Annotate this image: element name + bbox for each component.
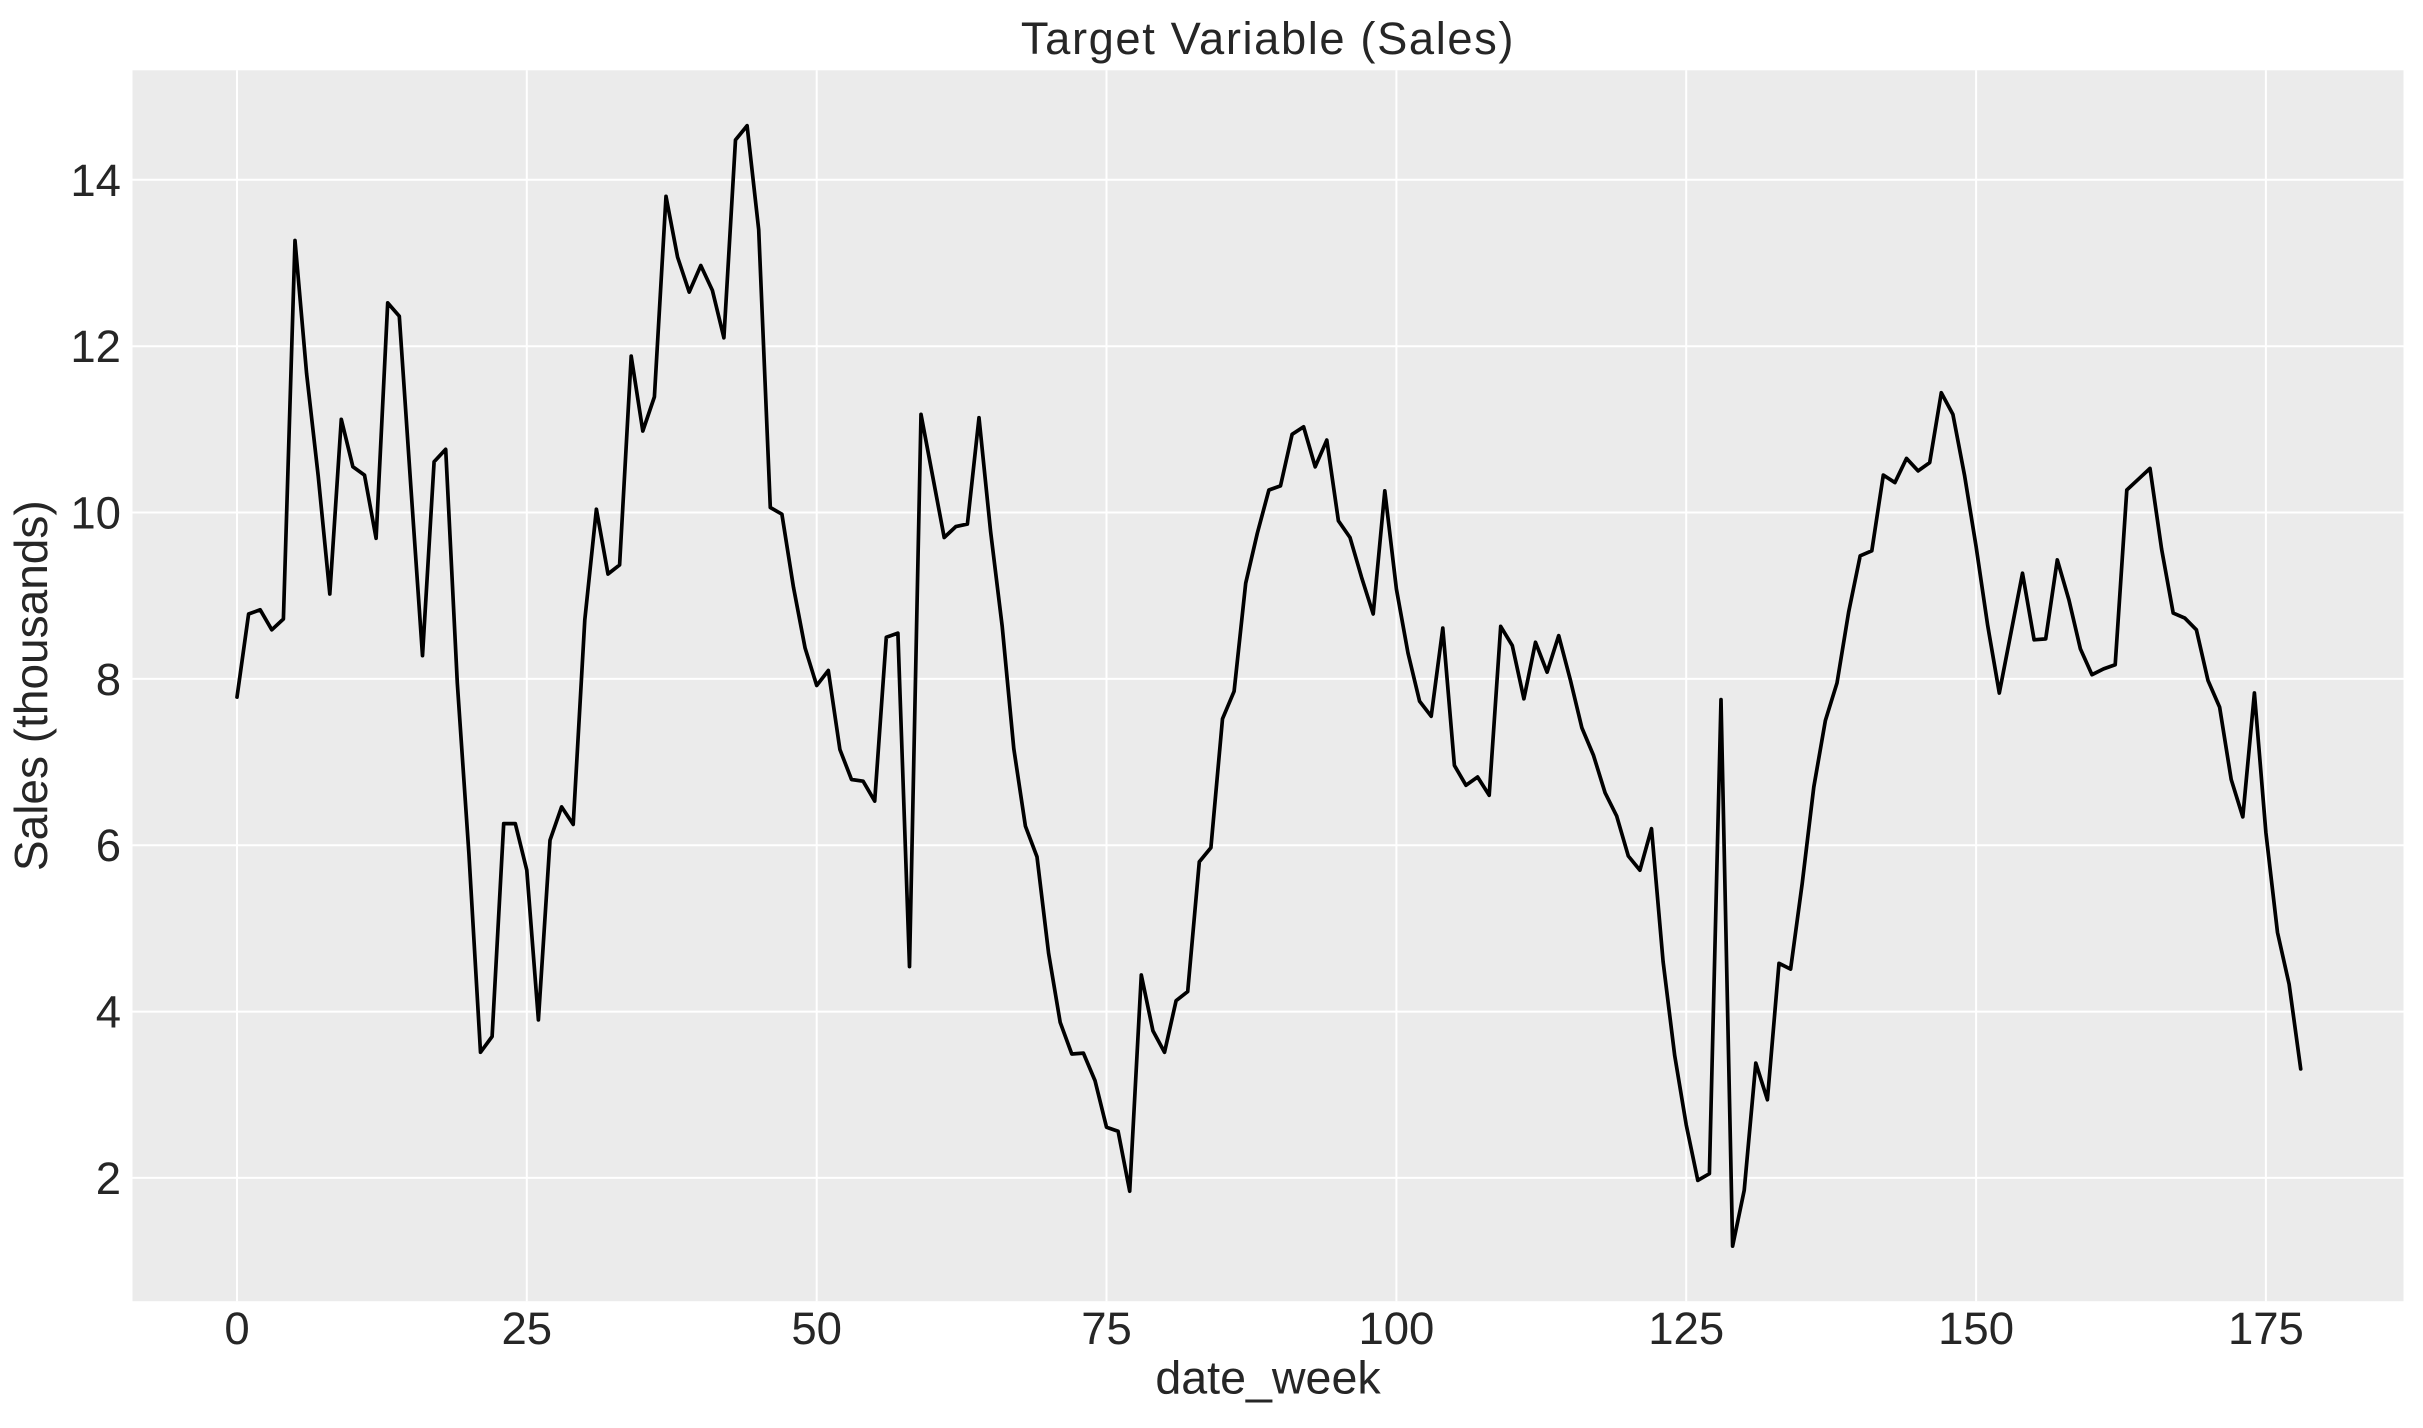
svg-text:150: 150 [1938, 1303, 2014, 1354]
svg-text:100: 100 [1358, 1303, 1434, 1354]
svg-text:2: 2 [96, 1153, 121, 1204]
svg-text:8: 8 [96, 654, 121, 705]
svg-text:Sales (thousands): Sales (thousands) [5, 500, 57, 871]
svg-text:0: 0 [224, 1303, 249, 1354]
svg-text:50: 50 [791, 1303, 842, 1354]
svg-text:12: 12 [70, 321, 121, 372]
svg-text:10: 10 [70, 488, 121, 539]
svg-text:4: 4 [96, 987, 121, 1038]
svg-text:75: 75 [1081, 1303, 1132, 1354]
svg-text:Target Variable (Sales): Target Variable (Sales) [1021, 13, 1515, 64]
svg-text:date_week: date_week [1155, 1352, 1381, 1404]
svg-text:14: 14 [70, 155, 121, 206]
svg-text:175: 175 [2228, 1303, 2304, 1354]
svg-text:6: 6 [96, 820, 121, 871]
svg-text:125: 125 [1648, 1303, 1724, 1354]
svg-text:25: 25 [501, 1303, 552, 1354]
